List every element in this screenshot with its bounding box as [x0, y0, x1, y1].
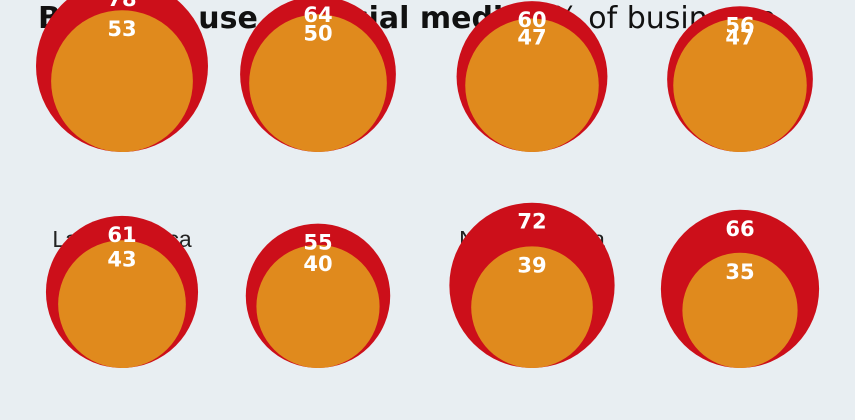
inner-value-label: 43 [107, 247, 136, 271]
inner-bubble [682, 252, 798, 368]
outer-value-label: 78 [107, 0, 136, 11]
outer-value-label: 66 [725, 217, 754, 241]
inner-value-label: 50 [303, 21, 332, 45]
bubble-group: 7853Latin America6450BRIC6047North Ameri… [36, 0, 820, 368]
inner-value-label: 53 [107, 17, 136, 41]
outer-value-label: 60 [517, 8, 546, 32]
inner-bubble [51, 10, 193, 152]
outer-value-label: 56 [725, 13, 754, 37]
inner-bubble [673, 18, 807, 152]
outer-value-label: 72 [517, 210, 546, 234]
inner-bubble [471, 246, 593, 368]
outer-value-label: 64 [303, 3, 332, 27]
inner-bubble [256, 244, 380, 368]
inner-bubble [58, 240, 186, 368]
inner-value-label: 40 [303, 252, 332, 276]
inner-bubble [465, 18, 599, 152]
outer-value-label: 61 [107, 223, 136, 247]
outer-value-label: 55 [303, 231, 332, 255]
inner-value-label: 47 [517, 25, 546, 49]
inner-bubble [249, 14, 387, 152]
inner-value-label: 47 [725, 25, 754, 49]
inner-value-label: 39 [517, 253, 546, 277]
inner-value-label: 35 [725, 260, 754, 284]
